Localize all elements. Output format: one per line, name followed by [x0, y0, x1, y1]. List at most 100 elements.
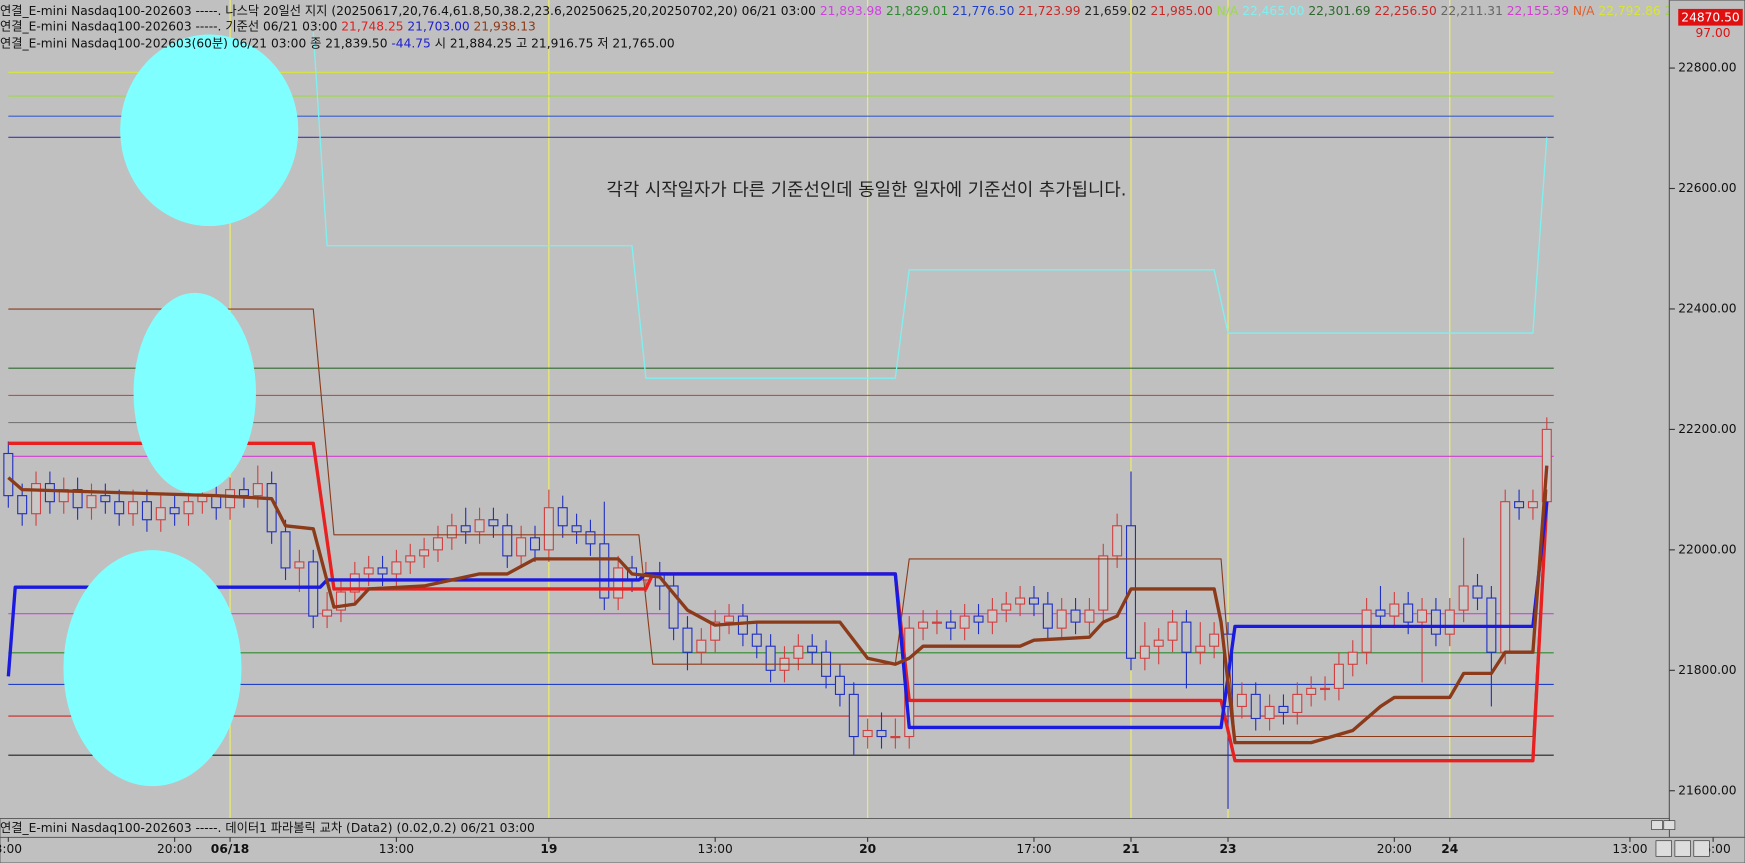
header-text: 연결_E-mini Nasdaq100-202603 -----. 나스닥 20…	[0, 4, 816, 18]
candle-body	[751, 633, 762, 647]
candle-body	[668, 585, 679, 629]
header-value: 21,703.00	[404, 19, 470, 33]
candle-body	[1056, 609, 1067, 629]
candle-body	[1458, 585, 1469, 611]
candle-body	[1153, 639, 1164, 647]
candle-body	[1209, 633, 1220, 647]
y-axis: 21600.00 21800.00 22000.00 22200.00 22400.00…	[1669, 61, 1737, 797]
x-tick-label: 23	[1220, 842, 1237, 856]
y-tick-label: 22000.00	[1678, 542, 1736, 556]
header-value: 21,985.00	[1147, 4, 1213, 18]
x-tick-label: 21	[1122, 842, 1139, 856]
price-sub-label: 97.00	[1696, 26, 1731, 40]
candle-body	[1472, 585, 1483, 599]
candle-body	[335, 591, 346, 611]
header-value: 22,792.86	[1595, 4, 1661, 18]
candle-body	[72, 489, 83, 509]
candle-body	[294, 561, 305, 569]
window-button[interactable]	[1651, 820, 1663, 830]
header-value: 21,938.13	[470, 19, 536, 33]
redaction-blob	[63, 550, 242, 787]
candle-body	[876, 729, 887, 738]
candle-body	[252, 483, 263, 497]
candle-body	[1444, 609, 1455, 635]
header-value: 21,829.01	[882, 4, 948, 18]
candle-body	[1001, 603, 1012, 611]
overlay-line	[312, 31, 1548, 379]
x-tick-label: 24	[1441, 842, 1458, 856]
candle-body	[945, 621, 956, 629]
candle-body	[363, 567, 374, 575]
candle-body	[488, 519, 499, 527]
y-tick-label: 22400.00	[1678, 301, 1736, 315]
header-value: N/A	[1213, 4, 1239, 18]
x-tick-label: 17:00	[1016, 842, 1051, 856]
y-tick-label: 21800.00	[1678, 663, 1736, 677]
header-text: 연결_E-mini Nasdaq100-202603 -----. 기준선 06…	[0, 19, 337, 33]
candle-body	[1320, 687, 1331, 691]
candle-body	[322, 609, 333, 617]
candle-body	[931, 621, 942, 624]
candle-body	[682, 627, 693, 653]
candle-body	[1403, 603, 1414, 623]
header-text: 연결_E-mini Nasdaq100-202603(60분) 06/21 03…	[0, 36, 388, 50]
candle-body	[3, 452, 14, 497]
candle-body	[1417, 609, 1428, 623]
header-value: 21,723.99	[1014, 4, 1080, 18]
header-value: 21,776.50	[948, 4, 1014, 18]
candle-body	[613, 567, 624, 599]
window-button[interactable]	[1663, 820, 1676, 830]
toolbar-button[interactable]	[1655, 840, 1672, 857]
candle-body	[1430, 609, 1441, 635]
x-tick-label: 20:00	[157, 842, 192, 856]
candle-body	[1527, 501, 1538, 509]
redaction-blob	[120, 34, 299, 227]
candle-body	[502, 525, 513, 557]
candle-body	[225, 489, 236, 509]
header-row: 연결_E-mini Nasdaq100-202603(60분) 06/21 03…	[0, 36, 675, 50]
subchart-title: 연결_E-mini Nasdaq100-202603 -----. 데이터1 파…	[0, 821, 535, 835]
candle-body	[1292, 693, 1303, 714]
header-value: -44.75	[388, 36, 431, 50]
candle-body	[31, 483, 42, 515]
candle-body	[737, 615, 748, 635]
candle-body	[529, 537, 541, 551]
candle-body	[460, 525, 471, 533]
candle-body	[1375, 609, 1386, 617]
toolbar-button[interactable]	[1674, 840, 1691, 857]
candle-body	[516, 537, 527, 557]
candle-body	[1139, 645, 1150, 659]
candle-body	[280, 531, 291, 569]
candle-body	[446, 525, 457, 539]
candle-body	[834, 675, 845, 695]
header-value: 22,211.31	[1437, 4, 1503, 18]
candle-body	[419, 549, 430, 557]
candle-body	[807, 645, 818, 653]
candle-body	[1084, 609, 1095, 623]
candle-body	[1028, 597, 1039, 605]
candle-body	[1098, 555, 1109, 611]
toolbar-button[interactable]	[1693, 840, 1710, 857]
candle-body	[1514, 501, 1525, 509]
candle-body	[100, 495, 111, 503]
x-tick-label: 06/18	[211, 842, 250, 856]
candle-body	[987, 609, 998, 623]
candle-body	[1015, 597, 1026, 605]
candle-body	[238, 489, 249, 497]
annotation: 각각 시작일자가 다른 기준선인데 동일한 일자에 기준선이 추가됩니다.	[607, 179, 1127, 200]
header-value: 22,256.50	[1371, 4, 1437, 18]
candle-body	[696, 639, 707, 653]
x-axis: 3:00 20:00 06/18 13:00 19 13:00 20 17:00 21 23 20:…	[0, 837, 1731, 856]
candle-body	[1250, 693, 1261, 720]
overlay-line	[7, 465, 1549, 745]
candle-body	[432, 537, 443, 551]
candle-body	[183, 501, 194, 515]
candle-body	[710, 621, 721, 641]
candle-body	[724, 615, 735, 623]
candle-body	[349, 573, 360, 593]
y-tick-label: 22200.00	[1678, 422, 1736, 436]
candle-body	[1070, 609, 1081, 623]
price-box	[1678, 8, 1743, 26]
candle-body	[141, 501, 152, 521]
